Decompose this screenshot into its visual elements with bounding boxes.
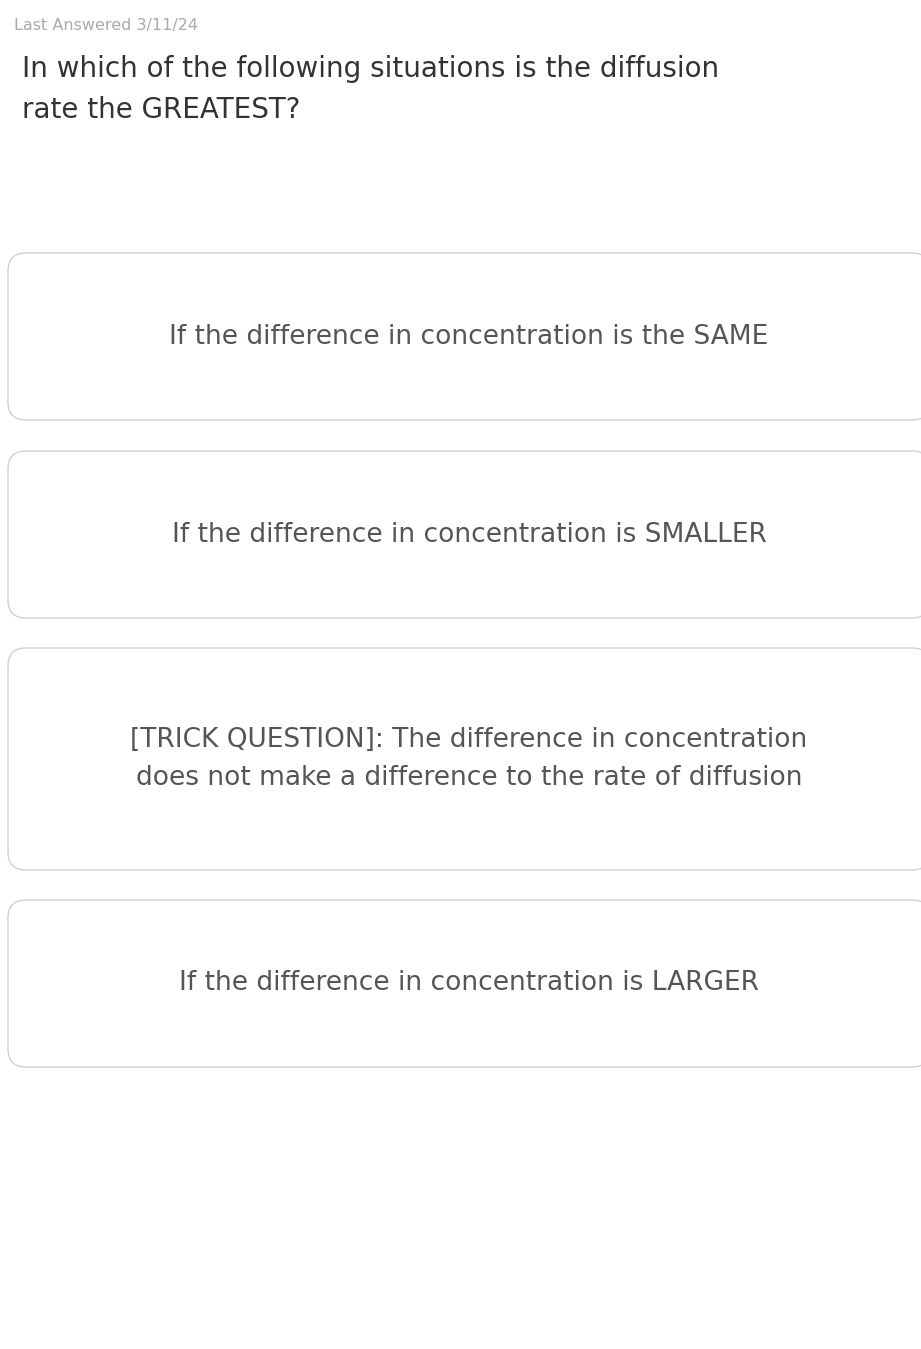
Text: [TRICK QUESTION]: The difference in concentration
does not make a difference to : [TRICK QUESTION]: The difference in conc…: [131, 727, 808, 791]
FancyBboxPatch shape: [8, 900, 921, 1067]
Text: If the difference in concentration is the SAME: If the difference in concentration is th…: [169, 324, 769, 349]
FancyBboxPatch shape: [8, 648, 921, 870]
FancyBboxPatch shape: [8, 451, 921, 618]
Text: In which of the following situations is the diffusion
rate the GREATEST?: In which of the following situations is …: [22, 55, 719, 124]
Text: Last Answered 3/11/24: Last Answered 3/11/24: [14, 18, 198, 32]
FancyBboxPatch shape: [8, 254, 921, 420]
Text: If the difference in concentration is SMALLER: If the difference in concentration is SM…: [171, 522, 766, 548]
Text: If the difference in concentration is LARGER: If the difference in concentration is LA…: [179, 970, 759, 997]
